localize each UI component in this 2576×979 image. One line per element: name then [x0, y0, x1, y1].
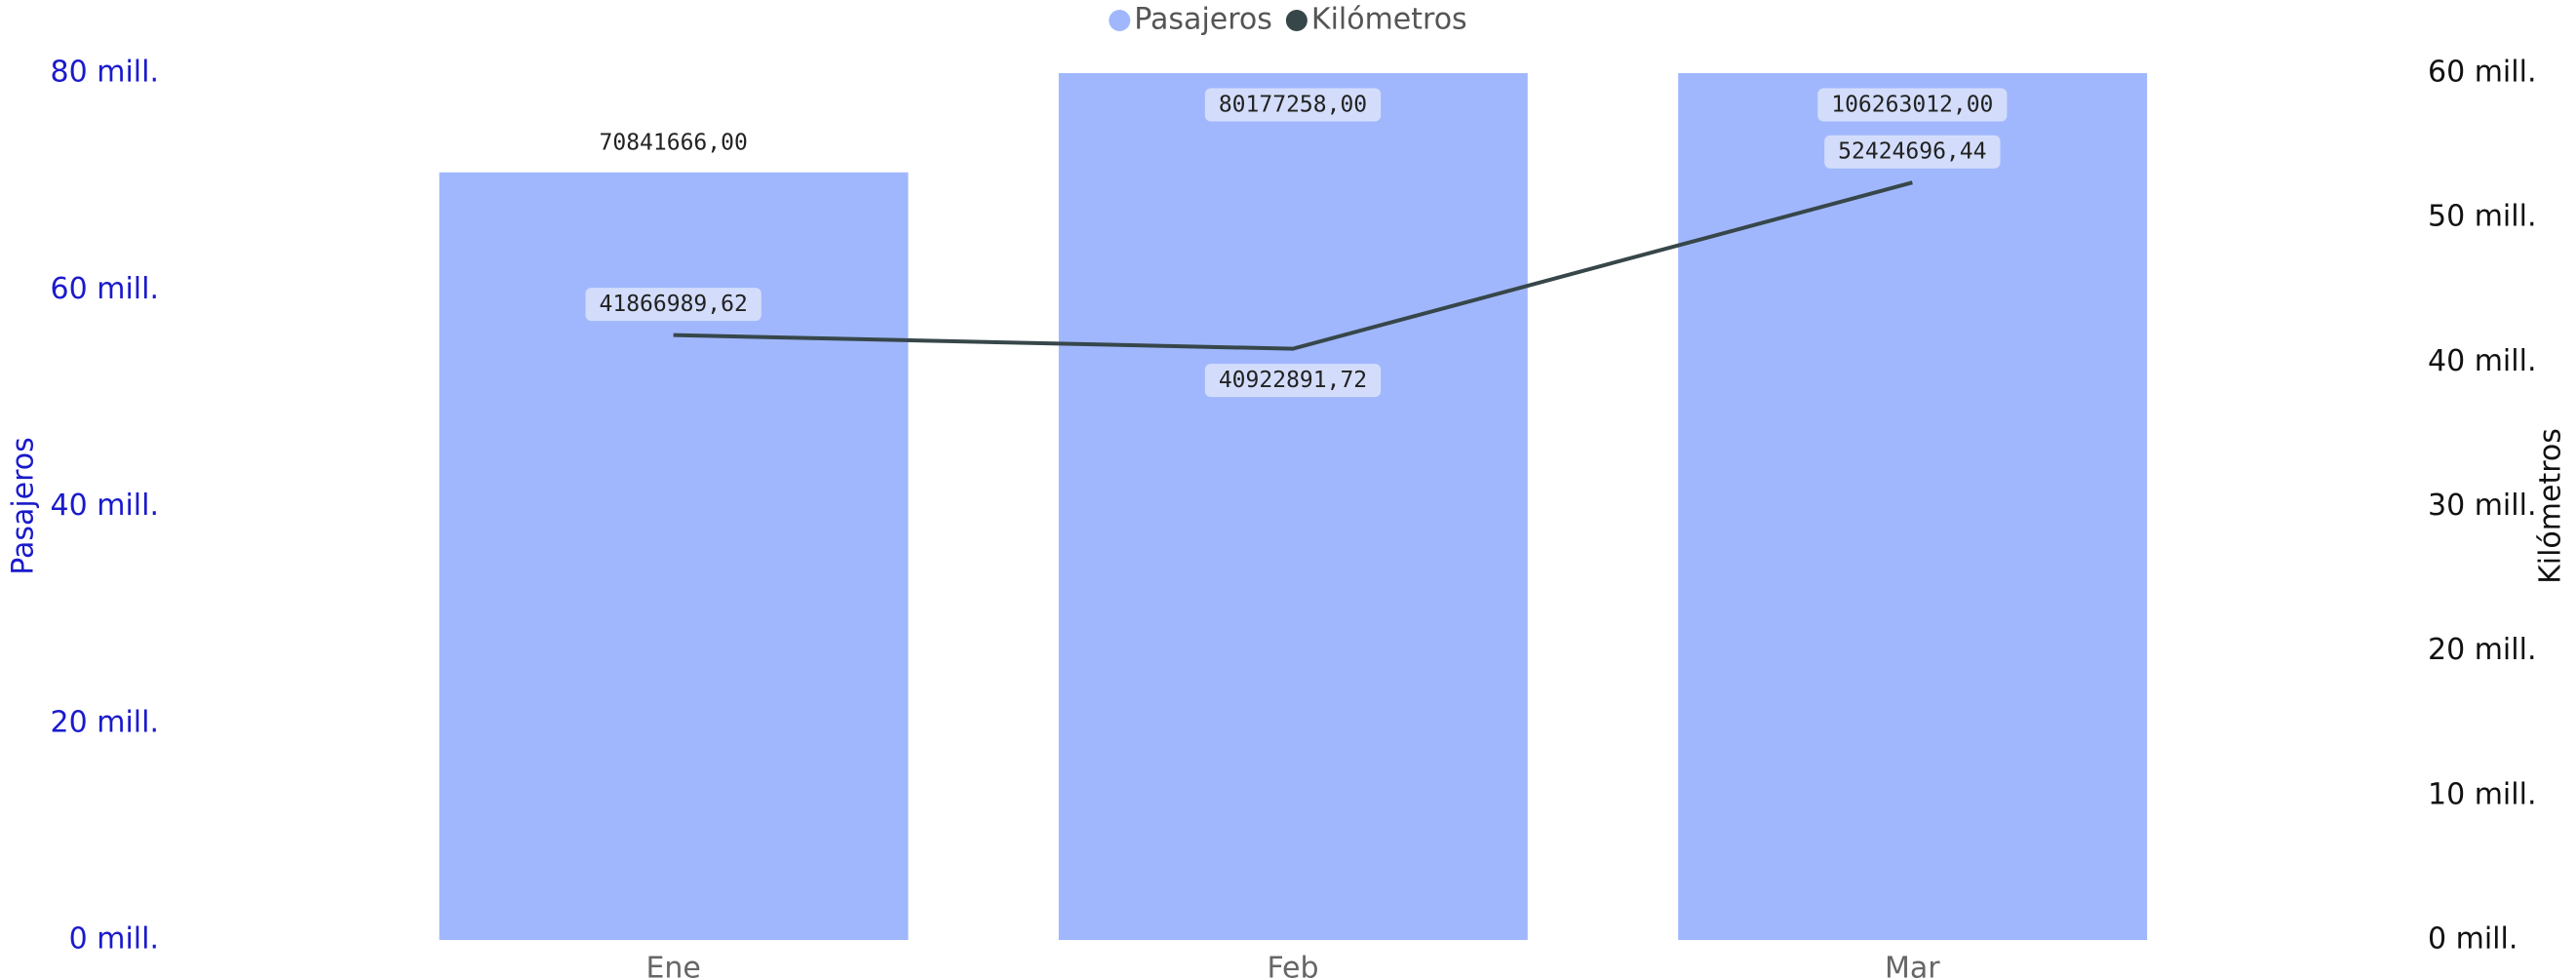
data-label-text: 106263012,00 [1831, 93, 1993, 118]
data-label-text: 52424696,44 [1838, 139, 1986, 165]
y2-tick-label: 10 mill. [2428, 777, 2536, 811]
legend-item: Pasajeros [1109, 3, 1272, 37]
y-tick-label: 0 mill. [69, 922, 159, 957]
y-tick-label: 20 mill. [51, 705, 159, 739]
data-label-text: 80177258,00 [1219, 93, 1367, 118]
data-label: 52424696,44 [1824, 135, 2001, 169]
y2-tick-label: 30 mill. [2428, 489, 2536, 523]
y2-tick-label: 0 mill. [2428, 922, 2517, 957]
x-tick-label: Ene [645, 952, 700, 979]
data-label-bg [1824, 135, 2001, 169]
data-label-text: 40922891,72 [1219, 368, 1367, 393]
legend-label: Pasajeros [1134, 3, 1272, 37]
bar [439, 172, 909, 940]
y2-tick-label: 20 mill. [2428, 633, 2536, 667]
y2-axis-title: Kilómetros [2534, 428, 2568, 584]
bar [1058, 73, 1528, 940]
data-label-text: 41866989,62 [600, 292, 748, 317]
y2-tick-label: 60 mill. [2428, 56, 2536, 90]
legend-swatch [1109, 10, 1131, 31]
y2-tick-label: 50 mill. [2428, 200, 2536, 234]
data-label-bg [585, 288, 761, 322]
legend-label: Kilómetros [1311, 3, 1467, 37]
y-axis-title: Pasajeros [7, 437, 41, 575]
data-label: 40922891,72 [1204, 364, 1382, 398]
data-label-bg [1204, 88, 1382, 122]
data-label: 41866989,62 [585, 288, 761, 322]
data-label-bg [1204, 364, 1382, 398]
data-label-text: 70841666,00 [600, 130, 748, 155]
line [673, 180, 1913, 351]
y2-tick-label: 40 mill. [2428, 344, 2536, 378]
data-label: 106263012,00 [1817, 88, 2008, 122]
y-tick-label: 80 mill. [51, 56, 159, 90]
y-tick-label: 60 mill. [51, 272, 159, 306]
bar [1678, 73, 2148, 940]
x-tick-label: Feb [1267, 952, 1318, 979]
x-tick-label: Mar [1885, 952, 1940, 979]
y-tick-label: 40 mill. [51, 489, 159, 523]
data-label: 80177258,00 [1204, 88, 1382, 122]
legend-item: Kilómetros [1285, 3, 1467, 37]
legend: Pasajeros Kilómetros [1109, 3, 1467, 37]
data-label-bg [1817, 88, 2008, 122]
legend-swatch [1285, 10, 1308, 31]
data-label: 70841666,00 [600, 130, 748, 155]
